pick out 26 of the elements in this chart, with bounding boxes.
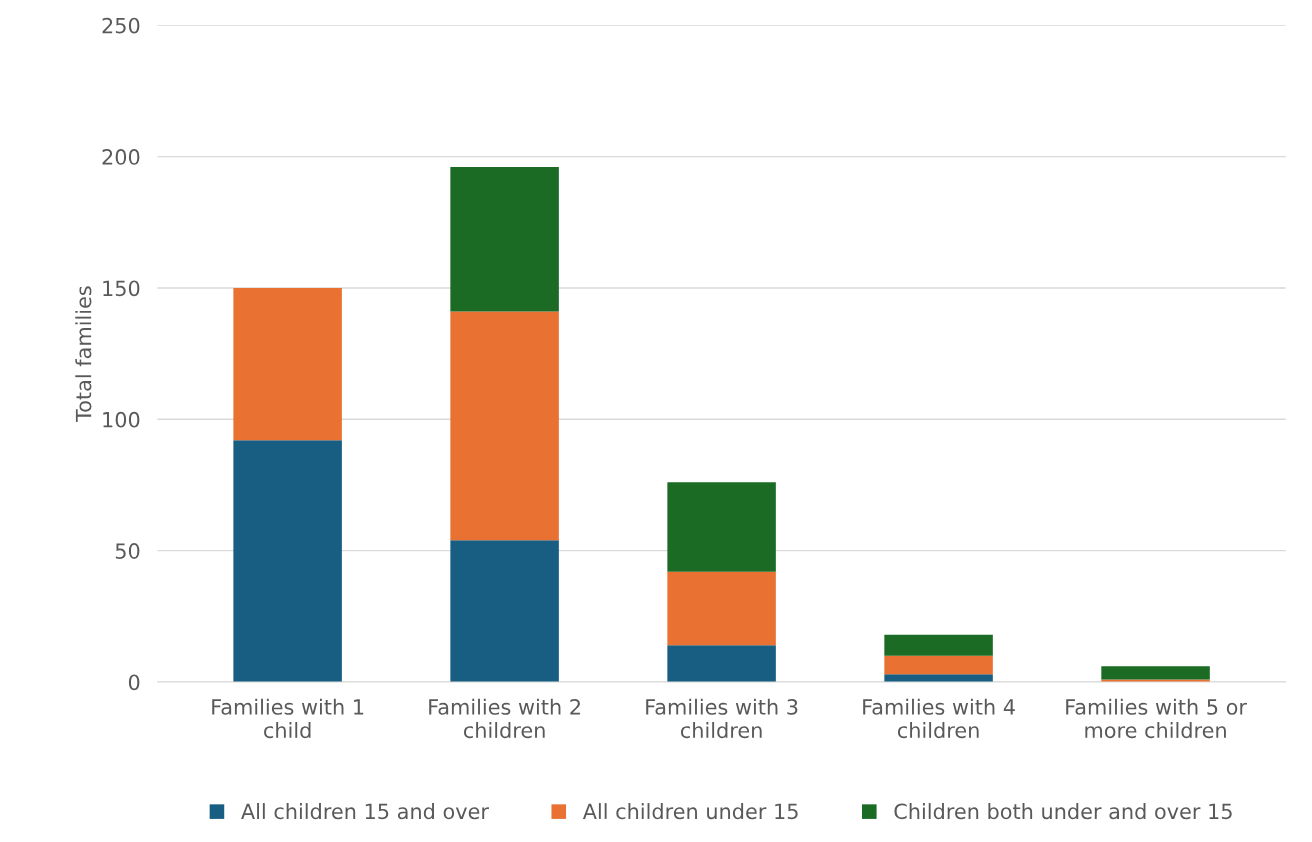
legend-label: All children 15 and over — [241, 803, 489, 820]
bar — [233, 440, 342, 683]
bar — [884, 655, 993, 675]
bar — [233, 287, 342, 441]
bar — [450, 167, 559, 312]
y-tick-label: 200 — [102, 149, 140, 165]
legend-label: Children both under and over 15 — [894, 803, 1232, 820]
bar — [667, 482, 776, 572]
y-tick-label: 100 — [103, 411, 140, 428]
x-tick-label: Families with 1 child — [212, 698, 364, 739]
bar — [884, 634, 993, 656]
x-tick-label: Families with 2 children — [429, 698, 580, 739]
bar — [450, 311, 559, 541]
x-tick-label: Families with 5 or more children — [1066, 698, 1247, 739]
x-tick-label: Families with 3 children — [646, 698, 798, 739]
y-tick-label: 250 — [102, 17, 140, 34]
bar — [667, 571, 776, 646]
legend-label: All children under 15 — [582, 803, 798, 820]
y-axis-title: Total families — [75, 286, 92, 423]
bar — [1101, 666, 1210, 680]
bar — [667, 645, 776, 683]
bar — [450, 540, 559, 683]
y-tick-label: 50 — [115, 543, 140, 559]
y-tick-label: 0 — [128, 674, 140, 691]
x-tick-label: Families with 4 children — [863, 698, 1015, 739]
y-tick-label: 150 — [103, 280, 140, 297]
